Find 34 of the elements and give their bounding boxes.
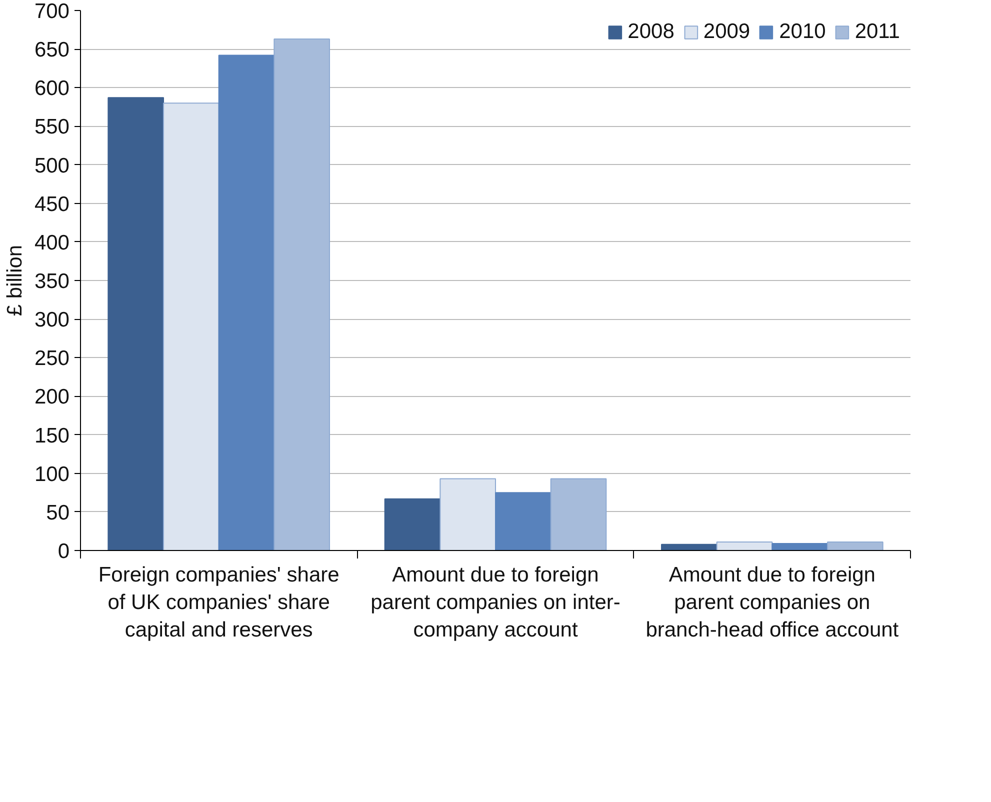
y-tick-label: 700: [34, 0, 70, 23]
bar: [716, 542, 773, 550]
y-tick-label: 600: [34, 77, 70, 100]
bar: [163, 102, 220, 550]
x-tick-label: Foreign companies' share of UK companies' share capital and reserves: [98, 564, 340, 642]
y-tick-label: 250: [34, 347, 70, 370]
y-tick-label: 550: [34, 116, 70, 139]
y-tick-label: 150: [34, 424, 70, 448]
y-axis-title: £ billion: [3, 244, 26, 316]
y-tick-label: 100: [34, 462, 70, 486]
y-tick-label: 500: [34, 154, 70, 178]
legend-label: 2010: [779, 20, 826, 44]
x-tick-label: Amount due to foreign parent companies on branch-head office account: [646, 564, 899, 642]
y-tick-label: 400: [34, 231, 70, 254]
bar: [440, 478, 496, 550]
bar: [550, 478, 607, 550]
y-tick-label: 650: [34, 38, 70, 62]
bar: [772, 543, 828, 550]
legend-label: 2011: [854, 20, 900, 44]
y-tick-label: 200: [34, 386, 70, 409]
legend-label: 2009: [703, 20, 750, 44]
x-tick-label: Amount due to foreign parent companies on inter-company account: [370, 564, 620, 642]
legend-label: 2008: [628, 20, 674, 44]
y-tick-label: 450: [34, 192, 70, 216]
bar: [495, 492, 552, 550]
bar: [218, 54, 275, 550]
bar: [384, 498, 441, 550]
bar: [827, 542, 884, 550]
bar: [108, 97, 164, 550]
y-tick-label: 350: [34, 270, 70, 293]
bar: [274, 38, 330, 550]
y-tick-label: 300: [34, 308, 70, 332]
y-tick-label: 50: [46, 501, 70, 524]
y-tick-label: 0: [58, 540, 70, 563]
